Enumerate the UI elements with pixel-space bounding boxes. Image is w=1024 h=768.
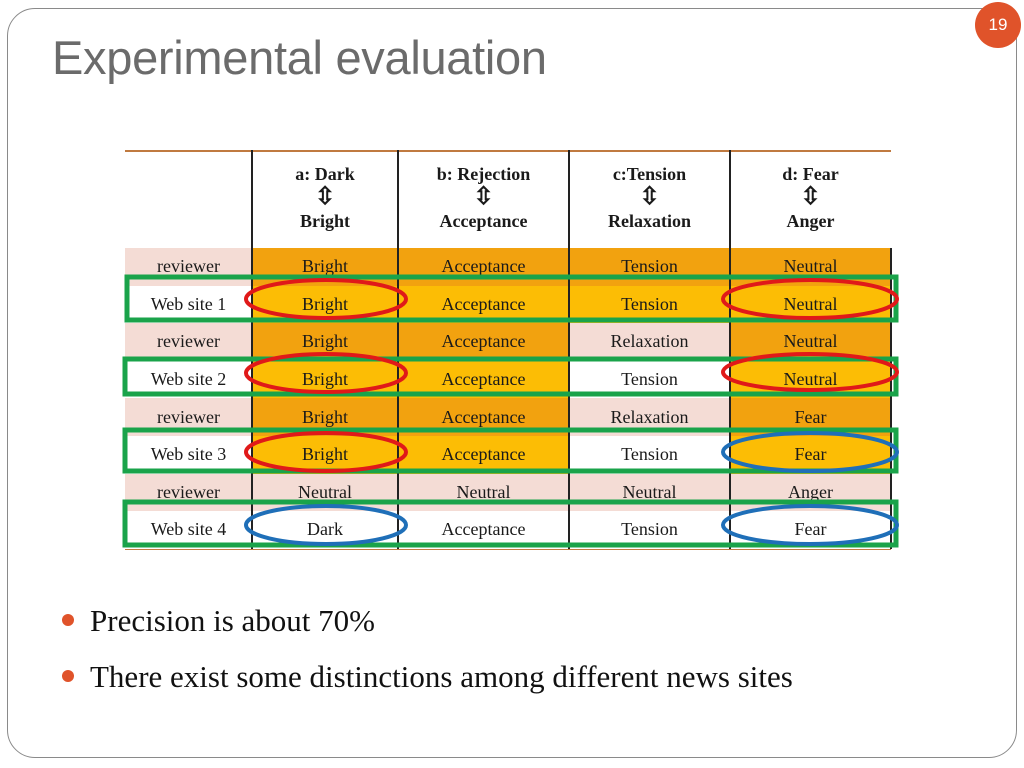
table-cell: Tension: [569, 285, 730, 324]
header-cell-dark-bright: a: Dark ⇳ Bright: [252, 150, 398, 246]
table-row: Web site 1 Bright Acceptance Tension Neutral: [125, 285, 891, 324]
header-bottom-label: Bright: [299, 210, 350, 231]
table-row: Web site 2 Bright Acceptance Tension Neutral: [125, 360, 891, 399]
header-bottom-label: Acceptance: [439, 210, 528, 231]
bullet-item: There exist some distinctions among diff…: [62, 656, 793, 712]
table-cell: Anger: [730, 473, 891, 512]
row-label-cell: reviewer: [125, 398, 252, 436]
header-top-label: a: Dark: [295, 163, 355, 184]
table-cell: Bright: [252, 323, 398, 361]
table-cell: Fear: [730, 436, 891, 474]
table-row: reviewer Bright Acceptance Relaxation Neutra…: [125, 323, 891, 361]
table-row: reviewer Neutral Neutral Neutral Anger: [125, 473, 891, 512]
bullet-text: There exist some distinctions among diff…: [90, 659, 793, 694]
table-cell: Neutral: [730, 248, 891, 286]
bullet-list: Precision is about 70% There exist some …: [62, 600, 793, 712]
page-number-badge: 19: [975, 2, 1021, 48]
table-bottom-rule: [125, 548, 891, 551]
slide-title: Experimental evaluation: [52, 31, 547, 84]
header-top-label: d: Fear: [782, 163, 839, 184]
up-down-arrow-icon: ⇳: [639, 184, 660, 211]
table-cell: Bright: [252, 398, 398, 436]
header-cell-empty: [125, 150, 252, 246]
header-top-label: b: Rejection: [436, 163, 531, 184]
table-top-rule: [125, 150, 891, 152]
table-row: reviewer Bright Acceptance Tension Neutral: [125, 248, 891, 286]
column-divider: [568, 150, 570, 549]
table-row: Web site 4 Dark Acceptance Tension Fear: [125, 511, 891, 549]
table-cell: Dark: [252, 511, 398, 549]
table-cell: Bright: [252, 248, 398, 286]
header-bottom-label: Anger: [786, 210, 835, 231]
table-cell: Relaxation: [569, 398, 730, 436]
table-cell: Tension: [569, 248, 730, 286]
table-cell: Neutral: [730, 360, 891, 399]
row-label-cell: reviewer: [125, 473, 252, 512]
column-divider: [729, 150, 731, 549]
up-down-arrow-icon: ⇳: [473, 184, 494, 211]
table-cell: Neutral: [569, 473, 730, 512]
table-header-row: a: Dark ⇳ Bright b: Rejection ⇳ Acceptan…: [125, 150, 891, 246]
table-cell: Acceptance: [398, 248, 569, 286]
table-cell: Neutral: [252, 473, 398, 512]
table-cell: Bright: [252, 285, 398, 324]
header-cell-tension-relaxation: c:Tension ⇳ Relaxation: [569, 150, 730, 246]
table-cell: Tension: [569, 511, 730, 549]
table-cell: Acceptance: [398, 436, 569, 474]
up-down-arrow-icon: ⇳: [800, 184, 821, 211]
table-cell: Tension: [569, 436, 730, 474]
row-label-cell: Web site 1: [125, 285, 252, 324]
table-row: reviewer Bright Acceptance Relaxation Fear: [125, 398, 891, 436]
table-cell: Acceptance: [398, 285, 569, 324]
row-label-cell: Web site 2: [125, 360, 252, 399]
table-cell: Bright: [252, 360, 398, 399]
table-cell: Fear: [730, 511, 891, 549]
bullet-item: Precision is about 70%: [62, 600, 793, 656]
row-label-cell: reviewer: [125, 323, 252, 361]
table-cell: Neutral: [730, 323, 891, 361]
table-cell: Acceptance: [398, 511, 569, 549]
table-cell: Bright: [252, 436, 398, 474]
column-divider: [397, 150, 399, 549]
column-divider: [251, 150, 253, 549]
table-cell: Neutral: [730, 285, 891, 324]
table-cell: Acceptance: [398, 323, 569, 361]
table-cell: Fear: [730, 398, 891, 436]
row-label-cell: Web site 3: [125, 436, 252, 474]
header-bottom-label: Relaxation: [608, 210, 691, 231]
row-label-cell: Web site 4: [125, 511, 252, 549]
row-label-cell: reviewer: [125, 248, 252, 286]
bullet-text: Precision is about 70%: [90, 603, 375, 638]
bullet-dot-icon: [62, 614, 74, 626]
header-cell-rejection-acceptance: b: Rejection ⇳ Acceptance: [398, 150, 569, 246]
up-down-arrow-icon: ⇳: [314, 184, 336, 211]
bullet-dot-icon: [62, 670, 74, 682]
table-cell: Acceptance: [398, 360, 569, 399]
table-row: Web site 3 Bright Acceptance Tension Fear: [125, 436, 891, 474]
table-cell: Tension: [569, 360, 730, 399]
header-top-label: c:Tension: [612, 163, 687, 184]
table-cell: Relaxation: [569, 323, 730, 361]
table-cell: Neutral: [398, 473, 569, 512]
header-cell-fear-anger: d: Fear ⇳ Anger: [730, 150, 891, 246]
column-divider: [890, 248, 892, 549]
table-cell: Acceptance: [398, 398, 569, 436]
